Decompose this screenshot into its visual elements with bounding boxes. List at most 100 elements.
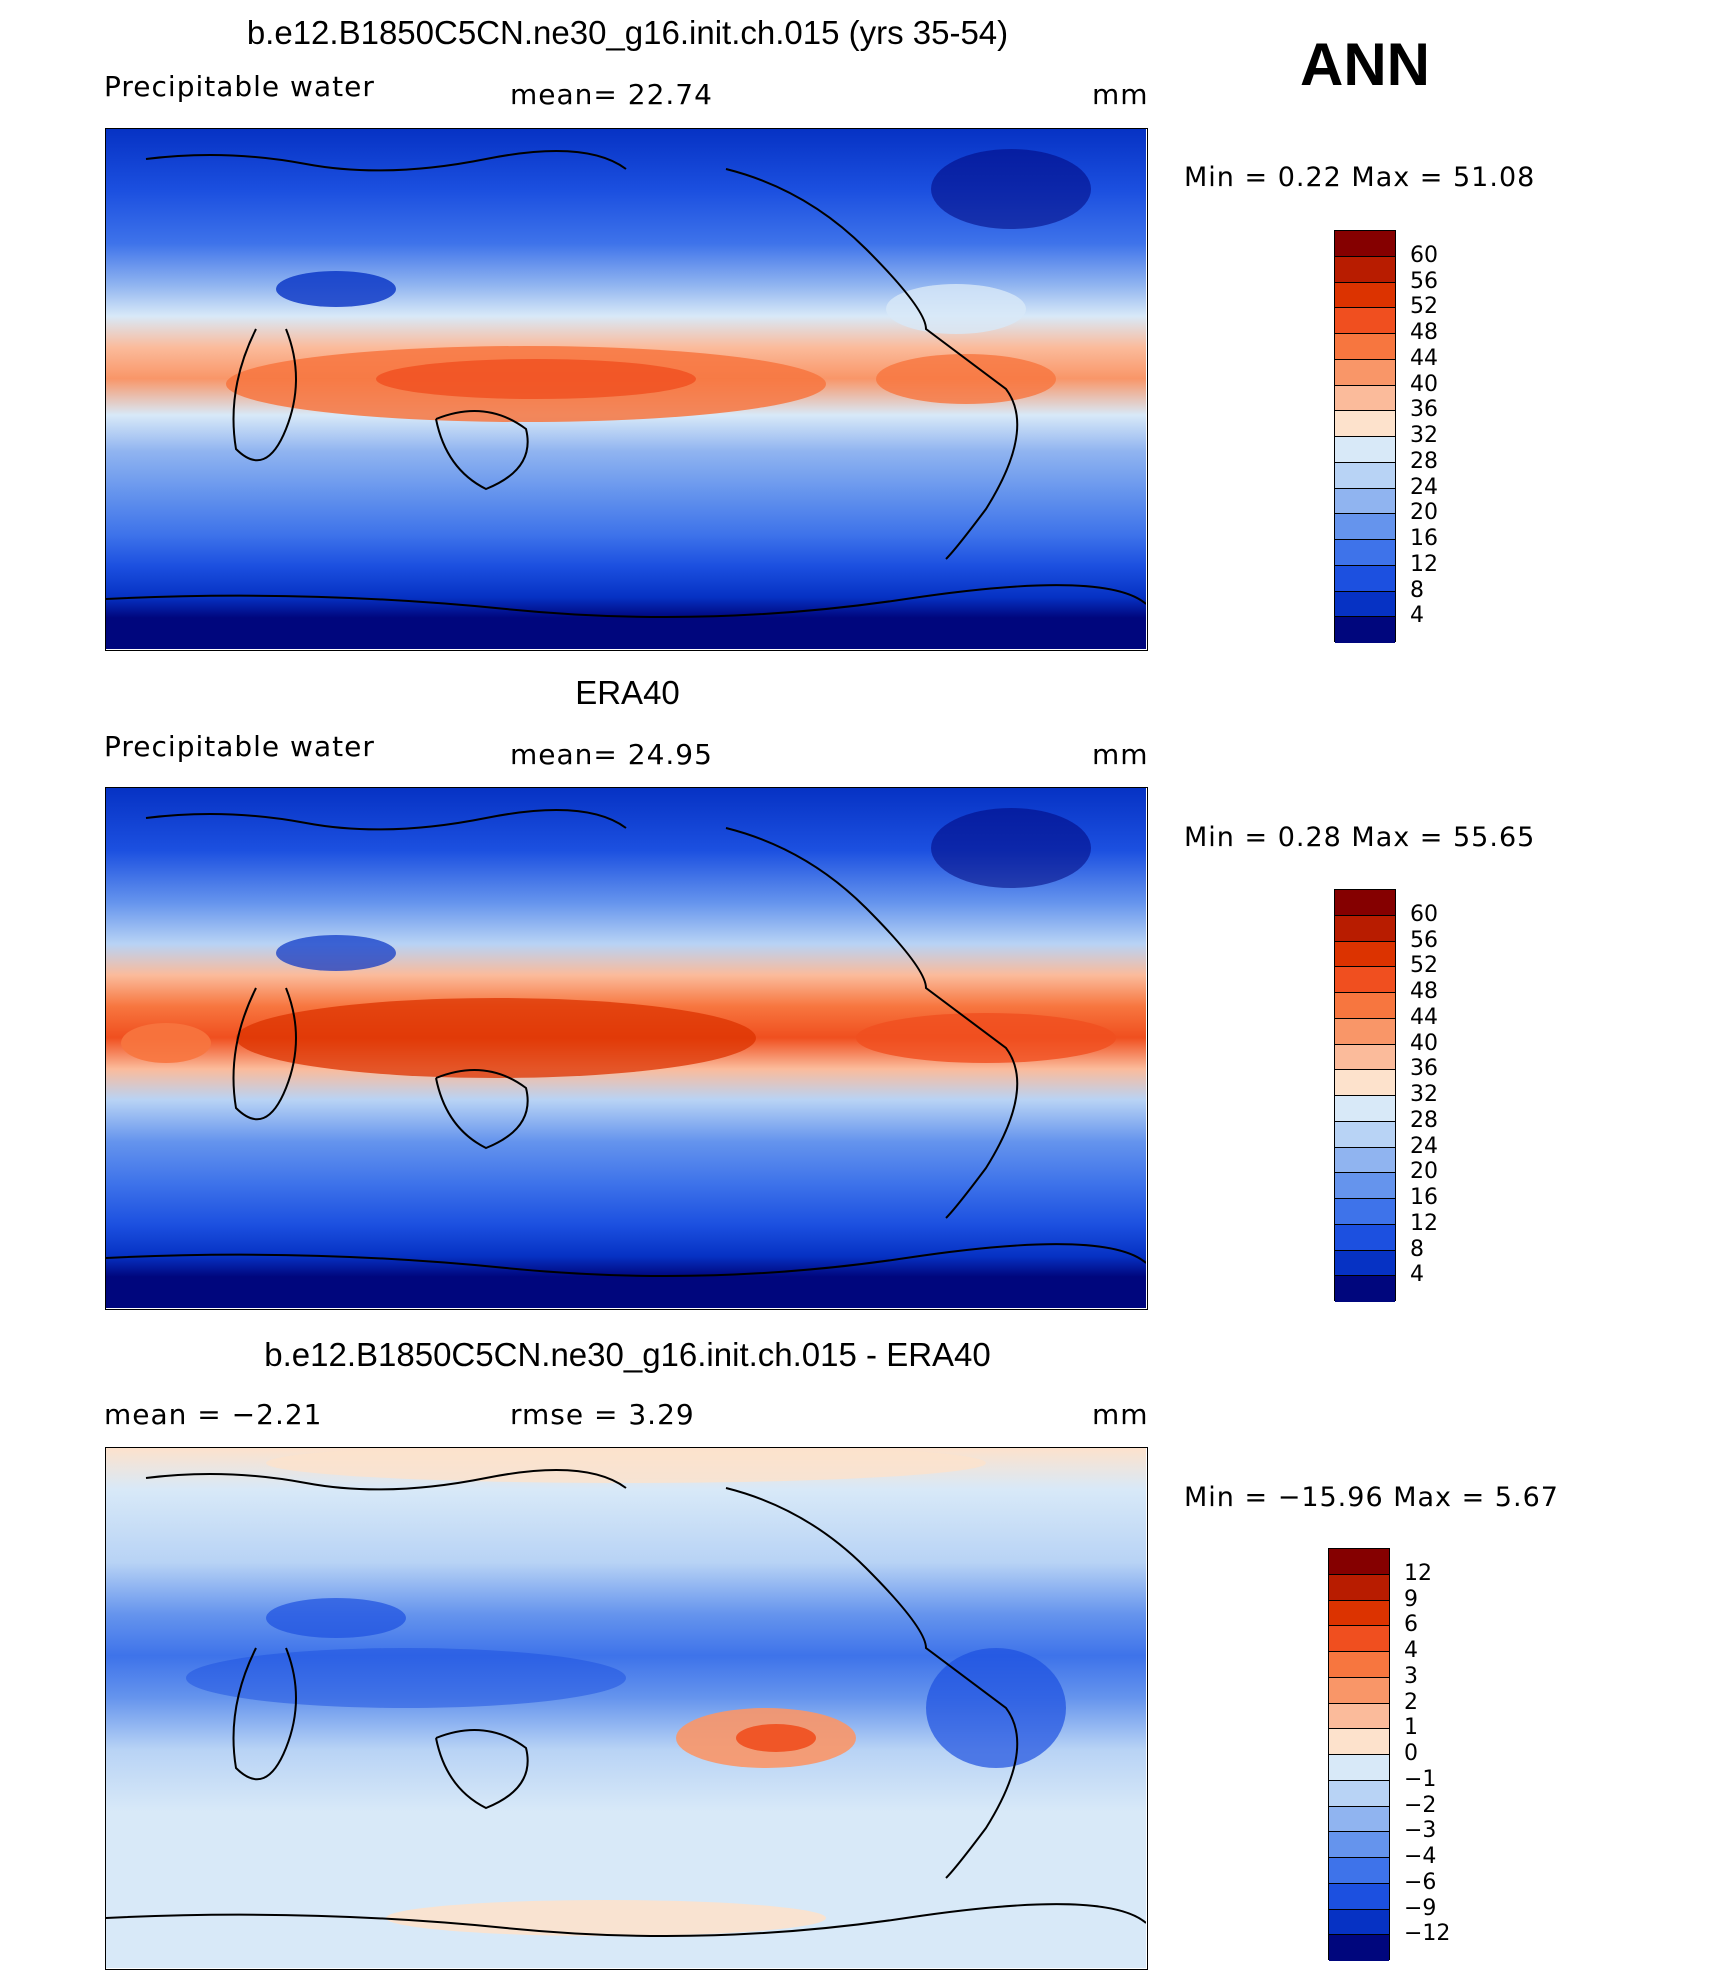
colorbar-box bbox=[1335, 1096, 1395, 1122]
colorbar-tick-label: 28 bbox=[1410, 448, 1438, 474]
colorbar-box bbox=[1335, 488, 1395, 515]
colorbar-box bbox=[1335, 437, 1395, 463]
colorbar-tick-label: 0 bbox=[1404, 1741, 1418, 1766]
colorbar-box bbox=[1335, 540, 1395, 566]
colorbar-box bbox=[1329, 1574, 1389, 1601]
colorbar-box bbox=[1335, 1173, 1395, 1199]
panel-2-variable-label: Precipitable water bbox=[104, 730, 375, 763]
colorbar-tick-label: 60 bbox=[1410, 901, 1438, 927]
panel-3-title: b.e12.B1850C5CN.ne30_g16.init.ch.015 - E… bbox=[264, 1336, 991, 1373]
colorbar-box bbox=[1329, 1549, 1389, 1575]
colorbar-tick-label: 48 bbox=[1410, 320, 1438, 345]
colorbar-box bbox=[1335, 967, 1395, 993]
colorbar-tick-label: 36 bbox=[1410, 397, 1438, 423]
colorbar-tick-label: 56 bbox=[1410, 268, 1438, 294]
colorbar-tick-label: 8 bbox=[1410, 577, 1424, 603]
season-label: ANN bbox=[1300, 31, 1430, 98]
colorbar-box bbox=[1335, 1018, 1395, 1045]
colorbar-tick-label: 24 bbox=[1410, 1133, 1438, 1159]
colorbar-tick-label: 32 bbox=[1410, 1082, 1438, 1107]
colorbar-tick-label: 44 bbox=[1410, 345, 1438, 371]
colorbar-box bbox=[1329, 1883, 1389, 1910]
colorbar-tick-label: 12 bbox=[1410, 1210, 1438, 1236]
colorbar-tick-label: 44 bbox=[1410, 1004, 1438, 1030]
colorbar-tick-label: 60 bbox=[1410, 242, 1438, 268]
panel-3-rmse-label: rmse = 3.29 bbox=[510, 1398, 695, 1431]
colorbar-box bbox=[1329, 1780, 1389, 1807]
colorbar-box bbox=[1335, 385, 1395, 412]
colorbar-tick-label: −2 bbox=[1404, 1792, 1437, 1818]
panel-1-title: b.e12.B1850C5CN.ne30_g16.init.ch.015 (yr… bbox=[246, 14, 1009, 51]
colorbar-tick-label: −4 bbox=[1404, 1844, 1437, 1869]
colorbar-tick-label: 52 bbox=[1410, 294, 1438, 320]
colorbar-box bbox=[1335, 411, 1395, 437]
colorbar-box bbox=[1335, 993, 1395, 1019]
panel-1-minmax: Min = 0.22 Max = 51.08 bbox=[1184, 162, 1536, 193]
colorbar-box bbox=[1335, 941, 1395, 968]
colorbar-box bbox=[1335, 1224, 1395, 1251]
colorbar-box bbox=[1329, 1703, 1389, 1730]
panel-2-field bbox=[106, 788, 1147, 1308]
colorbar-tick-label: −3 bbox=[1404, 1818, 1437, 1844]
colorbar-tick-label: 56 bbox=[1410, 927, 1438, 953]
colorbar-tick-label: 4 bbox=[1410, 1262, 1424, 1288]
colorbar-box bbox=[1335, 514, 1395, 540]
colorbar-box bbox=[1329, 1858, 1389, 1884]
colorbar-tick-label: −1 bbox=[1404, 1766, 1437, 1792]
panel-2-minmax: Min = 0.28 Max = 55.65 bbox=[1184, 822, 1536, 853]
colorbar-box bbox=[1329, 1832, 1389, 1858]
colorbar-box bbox=[1335, 1070, 1395, 1096]
colorbar-box bbox=[1329, 1729, 1389, 1755]
colorbar-box bbox=[1335, 282, 1395, 309]
panel-3-minmax: Min = −15.96 Max = 5.67 bbox=[1184, 1482, 1559, 1513]
colorbar-tick-label: 12 bbox=[1404, 1560, 1432, 1586]
colorbar-box bbox=[1335, 256, 1395, 283]
colorbar-tick-label: 28 bbox=[1410, 1107, 1438, 1133]
panel-1-variable-label: Precipitable water bbox=[104, 70, 375, 103]
colorbar-tick-label: 4 bbox=[1410, 603, 1424, 629]
colorbar-box bbox=[1329, 1600, 1389, 1627]
colorbar-tick-label: 6 bbox=[1404, 1612, 1418, 1638]
panel-2-map bbox=[105, 787, 1148, 1310]
colorbar-box bbox=[1335, 617, 1395, 643]
colorbar-box bbox=[1335, 1044, 1395, 1071]
colorbar-box bbox=[1335, 1121, 1395, 1148]
colorbar-box bbox=[1335, 591, 1395, 618]
colorbar-tick-label: 20 bbox=[1410, 1159, 1438, 1185]
colorbar-box bbox=[1335, 462, 1395, 489]
colorbar-box bbox=[1329, 1806, 1389, 1833]
colorbar-box bbox=[1335, 334, 1395, 360]
panel-3-mean-label: mean = −2.21 bbox=[104, 1398, 323, 1431]
panel-1-map bbox=[105, 128, 1148, 651]
panel-2-coastlines bbox=[145, 809, 1019, 1219]
colorbar-tick-label: 3 bbox=[1404, 1663, 1418, 1689]
colorbar-tick-label: 2 bbox=[1404, 1689, 1418, 1715]
colorbar-tick-label: 40 bbox=[1410, 1030, 1438, 1056]
colorbar-box bbox=[1335, 915, 1395, 942]
colorbar-tick-label: 8 bbox=[1410, 1236, 1424, 1262]
colorbar-tick-label: 36 bbox=[1410, 1056, 1438, 1082]
colorbar-tick-label: 32 bbox=[1410, 423, 1438, 448]
colorbar-box bbox=[1335, 359, 1395, 386]
colorbar-tick-label: 24 bbox=[1410, 474, 1438, 500]
colorbar-box bbox=[1329, 1935, 1389, 1961]
panel-3-field bbox=[106, 1448, 1147, 1968]
colorbar-tick-label: 4 bbox=[1404, 1638, 1418, 1663]
panel-1-field bbox=[106, 129, 1147, 649]
colorbar-tick-label: −12 bbox=[1404, 1921, 1451, 1947]
colorbar-tick-label: −9 bbox=[1404, 1895, 1437, 1921]
colorbar-box bbox=[1335, 1276, 1395, 1302]
colorbar-box bbox=[1329, 1652, 1389, 1678]
colorbar-box bbox=[1335, 308, 1395, 334]
panel-1-coastlines bbox=[145, 150, 1019, 560]
colorbar-box bbox=[1329, 1909, 1389, 1936]
colorbar-tick-label: 12 bbox=[1410, 551, 1438, 577]
colorbar-tick-label: 20 bbox=[1410, 500, 1438, 526]
panel-3-coastlines bbox=[145, 1469, 1019, 1879]
colorbar-box bbox=[1335, 231, 1395, 257]
colorbar-box bbox=[1335, 565, 1395, 592]
colorbar-box bbox=[1329, 1626, 1389, 1652]
colorbar-box bbox=[1335, 890, 1395, 916]
colorbar-box bbox=[1335, 1147, 1395, 1174]
panel-3-colorbar bbox=[1328, 1548, 1390, 1961]
